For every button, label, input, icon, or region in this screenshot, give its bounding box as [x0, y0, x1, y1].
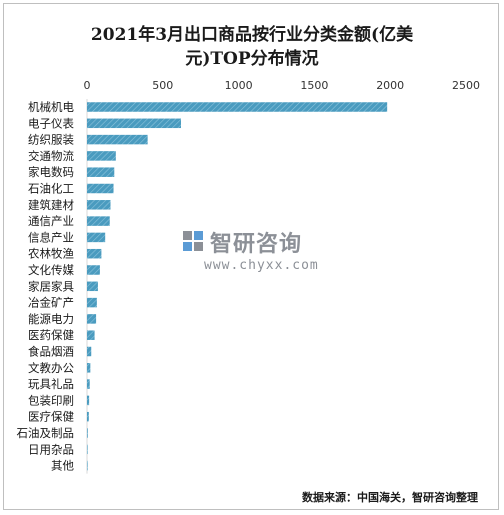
bar [87, 363, 91, 373]
category-label: 家居家具 [28, 279, 74, 293]
watermark: 智研咨询 www.chyxx.com [182, 226, 332, 286]
bar [87, 118, 181, 129]
category-label: 纺织服装 [28, 133, 74, 147]
category-label: 冶金矿产 [28, 296, 74, 310]
chart-title-line-1: 2021年3月出口商品按行业分类金额(亿美 [90, 25, 414, 45]
bar [87, 460, 88, 471]
category-label: 家电数码 [28, 165, 74, 179]
bar [87, 428, 88, 438]
x-tick-label: 500 [152, 79, 173, 92]
bar [87, 411, 89, 422]
category-label: 信息产业 [28, 230, 74, 244]
x-tick-label: 0 [84, 79, 91, 92]
category-label: 其他 [51, 459, 74, 473]
category-label: 机械机电 [28, 100, 74, 114]
bar [87, 346, 92, 357]
category-label: 食品烟酒 [28, 345, 74, 359]
bar [87, 183, 114, 194]
category-label: 包装印刷 [28, 393, 74, 407]
bar [87, 314, 97, 324]
bar [87, 102, 388, 112]
category-label: 建筑建材 [28, 198, 74, 212]
category-label: 农林牧渔 [28, 247, 74, 261]
category-label: 医药保健 [28, 328, 74, 342]
watermark-logo-icon [183, 231, 203, 251]
category-label: 医疗保健 [28, 410, 74, 424]
watermark-url: www.chyxx.com [204, 258, 319, 273]
x-tick-label: 1500 [300, 79, 328, 92]
bar [87, 167, 115, 177]
category-label: 文教办公 [28, 361, 74, 375]
watermark-brand: 智研咨询 [210, 232, 303, 257]
category-label: 文化传媒 [28, 263, 74, 277]
category-label: 石油化工 [28, 182, 74, 196]
data-source: 数据来源：中国海关，智研咨询整理 [302, 491, 478, 504]
bar [87, 248, 102, 259]
x-tick-label: 2000 [376, 79, 404, 92]
category-label: 石油及制品 [17, 426, 75, 440]
chart-title-line-2: 元)TOP分布情况 [185, 49, 319, 69]
bar [87, 281, 98, 292]
bar [87, 134, 148, 145]
bar [87, 444, 88, 455]
bar [87, 379, 90, 389]
category-label: 电子仪表 [28, 116, 74, 130]
bar [87, 330, 95, 340]
chart-frame [3, 3, 499, 510]
category-label: 日用杂品 [28, 442, 74, 456]
category-label: 能源电力 [28, 312, 74, 326]
bar [87, 297, 97, 308]
bar [87, 151, 116, 161]
category-label: 玩具礼品 [28, 377, 74, 391]
category-label: 交通物流 [28, 149, 74, 163]
category-label: 通信产业 [28, 214, 74, 228]
bar [87, 200, 111, 210]
bar [87, 216, 110, 226]
x-tick-label: 1000 [225, 79, 253, 92]
bar [87, 232, 106, 243]
bar [87, 395, 90, 406]
x-tick-label: 2500 [452, 79, 480, 92]
bar [87, 265, 100, 275]
